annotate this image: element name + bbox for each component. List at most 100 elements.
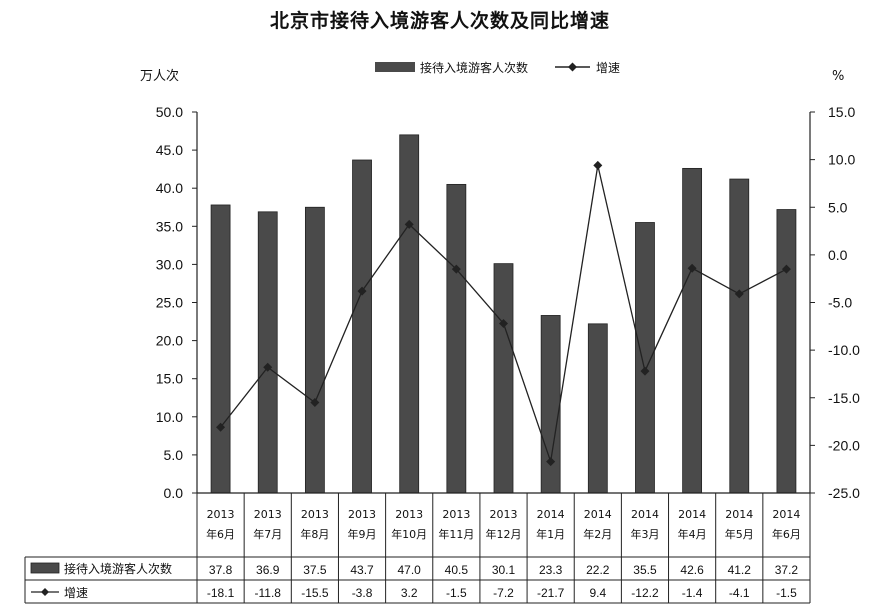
growth-point <box>216 422 226 432</box>
table-value: 30.1 <box>492 563 516 577</box>
table-value: -11.8 <box>254 586 281 600</box>
table-value: 41.2 <box>728 563 752 577</box>
left-tick-label: 5.0 <box>164 447 184 463</box>
left-tick-label: 40.0 <box>156 180 183 196</box>
table-value: -1.5 <box>776 586 797 600</box>
table-value: 37.2 <box>775 563 799 577</box>
growth-point <box>357 286 367 296</box>
growth-point <box>734 289 744 299</box>
legend-bar-label: 接待入境游客人次数 <box>420 60 528 75</box>
category-label-month: 年6月 <box>206 527 235 541</box>
bar <box>682 167 703 494</box>
legend-bar-swatch <box>375 62 415 72</box>
legend: 接待入境游客人次数 增速 <box>375 60 620 75</box>
category-label-month: 年8月 <box>300 527 329 541</box>
table-row-header: 增速 <box>64 586 88 600</box>
table-value: -18.1 <box>207 586 235 600</box>
table-value: 23.3 <box>539 563 563 577</box>
table-value: -12.2 <box>631 586 659 600</box>
growth-point <box>687 263 697 273</box>
category-label-month: 年10月 <box>391 527 427 541</box>
growth-point <box>263 362 273 372</box>
right-tick-label: -20.0 <box>828 437 860 453</box>
table-value: -1.4 <box>682 586 703 600</box>
growth-point <box>499 318 508 328</box>
growth-point <box>593 160 603 170</box>
left-tick-label: 0.0 <box>164 485 184 501</box>
growth-point <box>310 398 320 408</box>
growth-point <box>451 264 461 274</box>
table-value: -3.8 <box>352 586 373 600</box>
table-value: -1.5 <box>446 586 467 600</box>
category-label-year: 2013 <box>301 508 329 521</box>
category-label-month: 年9月 <box>348 527 377 541</box>
table-value: 9.4 <box>589 586 606 600</box>
category-label-month: 年3月 <box>630 527 659 541</box>
category-label-month: 年7月 <box>253 527 282 541</box>
left-tick-label: 10.0 <box>156 409 183 425</box>
left-tick-label: 20.0 <box>156 333 183 349</box>
growth-point <box>640 366 650 376</box>
table-value: -21.7 <box>537 586 565 600</box>
bar <box>257 211 278 494</box>
category-label-month: 年5月 <box>725 527 754 541</box>
right-tick-label: -25.0 <box>828 485 860 501</box>
bar <box>540 315 561 494</box>
table-value: 3.2 <box>401 586 418 600</box>
category-label-year: 2013 <box>490 508 518 521</box>
right-axis-unit: % <box>832 69 844 84</box>
growth-point <box>546 457 556 467</box>
category-label-year: 2013 <box>348 508 376 521</box>
category-label-year: 2014 <box>584 508 612 521</box>
right-tick-label: -15.0 <box>828 390 860 406</box>
bars-layer <box>210 134 797 494</box>
table-value: 43.7 <box>350 563 374 577</box>
category-label-month: 年12月 <box>486 527 522 541</box>
right-tick-label: 0.0 <box>828 247 848 263</box>
left-tick-label: 35.0 <box>156 218 183 234</box>
category-label-year: 2014 <box>537 508 565 521</box>
table-value: -15.5 <box>301 586 329 600</box>
bar <box>587 323 608 494</box>
category-label-year: 2013 <box>442 508 470 521</box>
right-tick-label: -5.0 <box>828 295 852 311</box>
bar <box>399 134 420 494</box>
left-tick-label: 25.0 <box>156 295 183 311</box>
bar <box>493 263 514 494</box>
table-value: 40.5 <box>445 563 469 577</box>
axes-layer: 0.0 5.0 10.0 15.0 20.0 25.0 30.0 35.0 40.0 45.0 50… <box>156 104 860 501</box>
table-value: 22.2 <box>586 563 610 577</box>
category-label-year: 2014 <box>678 508 706 521</box>
category-label-year: 2013 <box>207 508 235 521</box>
category-label-year: 2014 <box>772 508 800 521</box>
growth-point <box>404 219 414 229</box>
category-label-month: 年1月 <box>536 527 565 541</box>
bar <box>304 206 325 494</box>
right-tick-label: 10.0 <box>828 152 855 168</box>
bar <box>210 204 231 494</box>
category-label-month: 年6月 <box>772 527 801 541</box>
table-value: 37.5 <box>303 563 327 577</box>
category-label-month: 年2月 <box>583 527 612 541</box>
table-line-marker <box>41 588 49 596</box>
right-tick-label: -10.0 <box>828 342 860 358</box>
category-label-month: 年4月 <box>678 527 707 541</box>
left-tick-label: 50.0 <box>156 104 183 120</box>
left-tick-label: 15.0 <box>156 371 183 387</box>
data-table: 2013 年6月 2013 年7月 2013 年8月 2013 年9月 2013 年10月 2013… <box>24 493 811 604</box>
category-label-year: 2013 <box>254 508 282 521</box>
left-tick-label: 30.0 <box>156 256 183 272</box>
table-value: 42.6 <box>680 563 704 577</box>
chart-title: 北京市接待入境游客人次数及同比增速 <box>269 10 610 32</box>
bar <box>729 178 750 494</box>
legend-line-marker <box>568 62 577 72</box>
legend-line-label: 增速 <box>596 61 620 75</box>
table-row-header: 接待入境游客人次数 <box>64 561 172 576</box>
category-label-month: 年11月 <box>438 527 474 541</box>
table-value: 36.9 <box>256 563 280 577</box>
bar <box>446 183 467 494</box>
table-value: -4.1 <box>729 586 750 600</box>
table-bar-swatch <box>30 562 60 574</box>
table-value: -7.2 <box>493 586 514 600</box>
